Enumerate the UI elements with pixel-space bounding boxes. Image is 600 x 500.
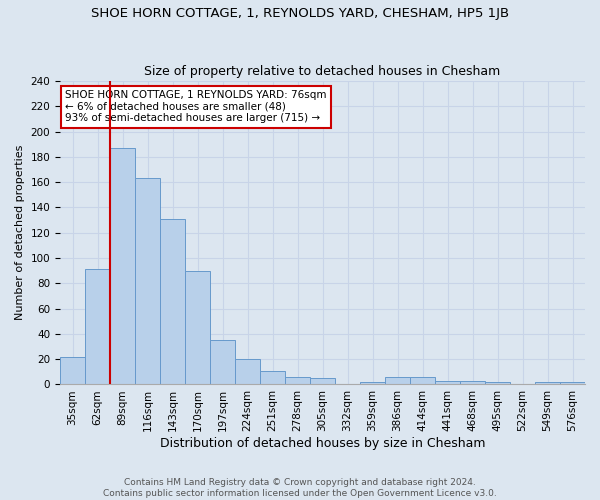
Bar [60,356,85,384]
Text: SHOE HORN COTTAGE, 1 REYNOLDS YARD: 76sqm
← 6% of detached houses are smaller (4: SHOE HORN COTTAGE, 1 REYNOLDS YARD: 76sq… [65,90,327,124]
Bar [360,382,385,384]
Text: SHOE HORN COTTAGE, 1, REYNOLDS YARD, CHESHAM, HP5 1JB: SHOE HORN COTTAGE, 1, REYNOLDS YARD, CHE… [91,8,509,20]
Title: Size of property relative to detached houses in Chesham: Size of property relative to detached ho… [145,66,500,78]
Bar [210,340,235,384]
Bar [260,370,285,384]
Bar [110,148,135,384]
Bar [135,178,160,384]
Bar [310,378,335,384]
Y-axis label: Number of detached properties: Number of detached properties [15,145,25,320]
Bar [460,380,485,384]
Bar [85,270,110,384]
X-axis label: Distribution of detached houses by size in Chesham: Distribution of detached houses by size … [160,437,485,450]
Bar [160,219,185,384]
Bar [410,377,435,384]
Bar [385,377,410,384]
Bar [435,380,460,384]
Text: Contains HM Land Registry data © Crown copyright and database right 2024.
Contai: Contains HM Land Registry data © Crown c… [103,478,497,498]
Bar [535,382,560,384]
Bar [185,270,210,384]
Bar [285,377,310,384]
Bar [560,382,585,384]
Bar [235,359,260,384]
Bar [485,382,510,384]
